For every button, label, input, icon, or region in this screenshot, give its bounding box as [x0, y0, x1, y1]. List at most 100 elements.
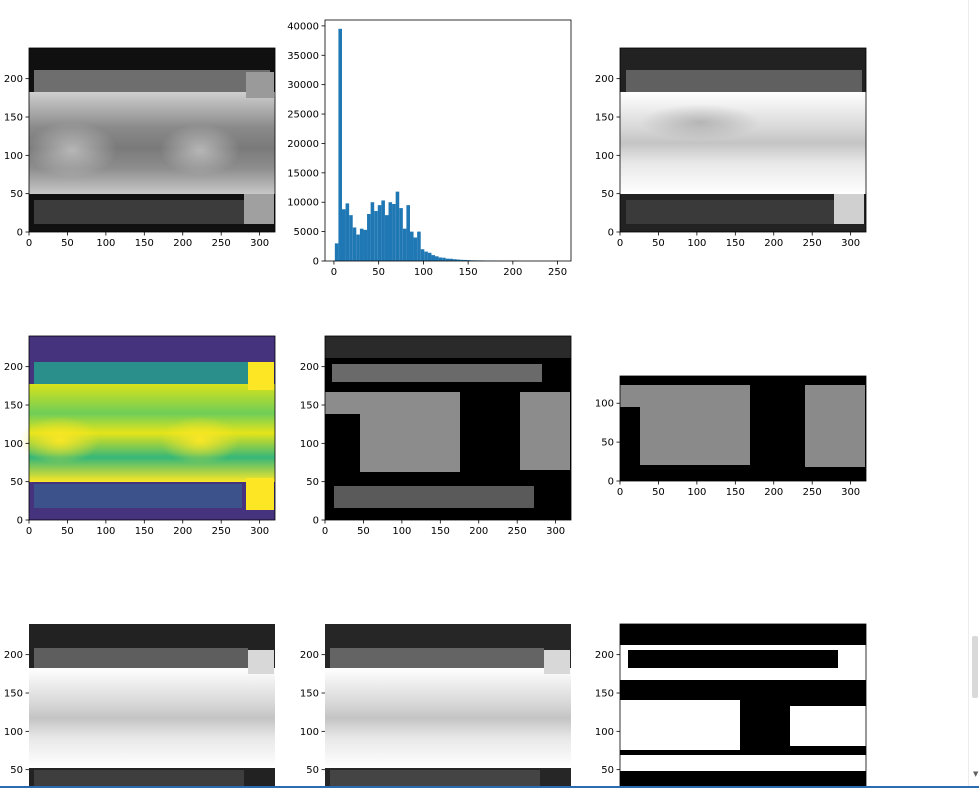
axes-frame — [28, 335, 276, 521]
x-tick-label: 150 — [135, 526, 154, 537]
right-end-block — [834, 194, 864, 224]
y-tick-label: 40000 — [287, 21, 319, 32]
histogram-bar — [445, 258, 450, 261]
x-tick-label: 50 — [61, 238, 74, 249]
x-tick-label: 200 — [173, 526, 192, 537]
histogram-bar — [345, 203, 350, 261]
y-tick-label: 100 — [595, 727, 614, 738]
x-tick-label: 300 — [250, 526, 269, 537]
histogram-bar — [460, 259, 464, 261]
y-tick-label: 50 — [306, 477, 319, 488]
axes-frame — [619, 375, 867, 482]
histogram-bar — [341, 209, 346, 261]
x-tick-label: 150 — [726, 487, 745, 498]
histogram-bar — [392, 203, 396, 261]
histogram-bar — [402, 228, 407, 261]
top-bar-strip — [34, 362, 248, 384]
x-tick-label: 0 — [26, 238, 32, 249]
histogram-bar — [359, 228, 364, 261]
histogram-bar — [395, 191, 400, 261]
histogram-bar — [384, 215, 389, 261]
x-tick-label: 0 — [26, 526, 32, 537]
light-blob — [27, 122, 117, 178]
panel-viridis-image — [20, 335, 276, 521]
x-tick-label: 250 — [508, 526, 527, 537]
top-bar-strip — [34, 70, 270, 92]
histogram-bar — [381, 200, 385, 261]
histogram-bar — [338, 28, 342, 261]
histogram-bar — [409, 231, 414, 261]
axes-frame — [324, 19, 572, 262]
y-tick-label: 100 — [4, 151, 23, 162]
y-tick-label: 100 — [300, 727, 319, 738]
y-tick-label: 50 — [10, 477, 23, 488]
top-strip — [325, 336, 571, 358]
yellow-blob — [20, 416, 100, 464]
top-bar-strip — [34, 648, 248, 668]
x-tick-label: 200 — [764, 238, 783, 249]
y-tick-label: 100 — [4, 439, 23, 450]
histogram-bar — [367, 213, 371, 261]
histogram-bars — [334, 28, 521, 261]
histogram-bar — [427, 252, 432, 261]
x-tick-label: 100 — [414, 267, 433, 278]
white-region — [620, 700, 740, 750]
upper-bar — [332, 364, 542, 382]
histogram-bar — [349, 215, 353, 261]
x-tick-label: 300 — [841, 238, 860, 249]
x-tick-label: 100 — [96, 238, 115, 249]
y-tick-label: 0 — [608, 228, 614, 239]
histogram-bar — [431, 255, 436, 261]
right-end-block — [248, 362, 274, 390]
y-tick-label: 150 — [4, 113, 23, 124]
x-tick-label: 250 — [548, 267, 567, 278]
y-tick-label: 150 — [4, 401, 23, 412]
light-region — [805, 385, 865, 467]
scroll-down-arrow-icon[interactable]: ▼ — [973, 770, 979, 778]
histogram-bar — [399, 208, 403, 261]
histogram-bar — [356, 234, 360, 261]
y-tick-label: 100 — [300, 439, 319, 450]
scrollbar-thumb[interactable] — [972, 636, 978, 698]
y-tick-label: 50 — [10, 189, 23, 200]
histogram-bar — [463, 259, 468, 261]
y-tick-label: 100 — [595, 399, 614, 410]
histogram-bar — [388, 202, 393, 261]
y-tick-label: 150 — [4, 689, 23, 700]
top-bar-strip — [330, 648, 544, 668]
panel-masked-image — [324, 335, 572, 521]
panel-smoothed-image — [29, 624, 275, 786]
y-tick-label: 15000 — [287, 168, 319, 179]
x-tick-label: 100 — [392, 526, 411, 537]
y-tick-label: 200 — [4, 74, 23, 85]
channel-body — [29, 668, 275, 768]
lower-bar — [334, 486, 534, 508]
channel-body — [325, 668, 571, 768]
y-tick-label: 200 — [4, 650, 23, 661]
x-tick-label: 50 — [61, 526, 74, 537]
white-region — [620, 755, 866, 771]
histogram-bar — [334, 243, 339, 261]
x-tick-label: 0 — [322, 526, 328, 537]
y-tick-label: 10000 — [287, 198, 319, 209]
x-tick-label: 200 — [764, 487, 783, 498]
scrollbar-track[interactable] — [968, 0, 979, 786]
x-tick-label: 200 — [503, 267, 522, 278]
x-tick-label: 250 — [212, 238, 231, 249]
y-tick-label: 50 — [601, 765, 614, 776]
light-region — [520, 392, 570, 470]
axes-frame — [28, 47, 276, 233]
y-tick-label: 100 — [595, 151, 614, 162]
black-bar — [628, 650, 838, 668]
y-tick-label: 200 — [595, 650, 614, 661]
panel-equalized-image — [619, 47, 867, 233]
panel-smoothed-image-2 — [325, 624, 571, 786]
histogram-bar — [370, 202, 375, 261]
x-tick-label: 150 — [459, 267, 478, 278]
y-tick-label: 50 — [601, 438, 614, 449]
right-end-block — [544, 650, 570, 674]
histogram-bar — [438, 257, 443, 261]
light-region — [325, 392, 360, 414]
histogram-bar — [363, 229, 368, 261]
y-tick-label: 50 — [10, 765, 23, 776]
